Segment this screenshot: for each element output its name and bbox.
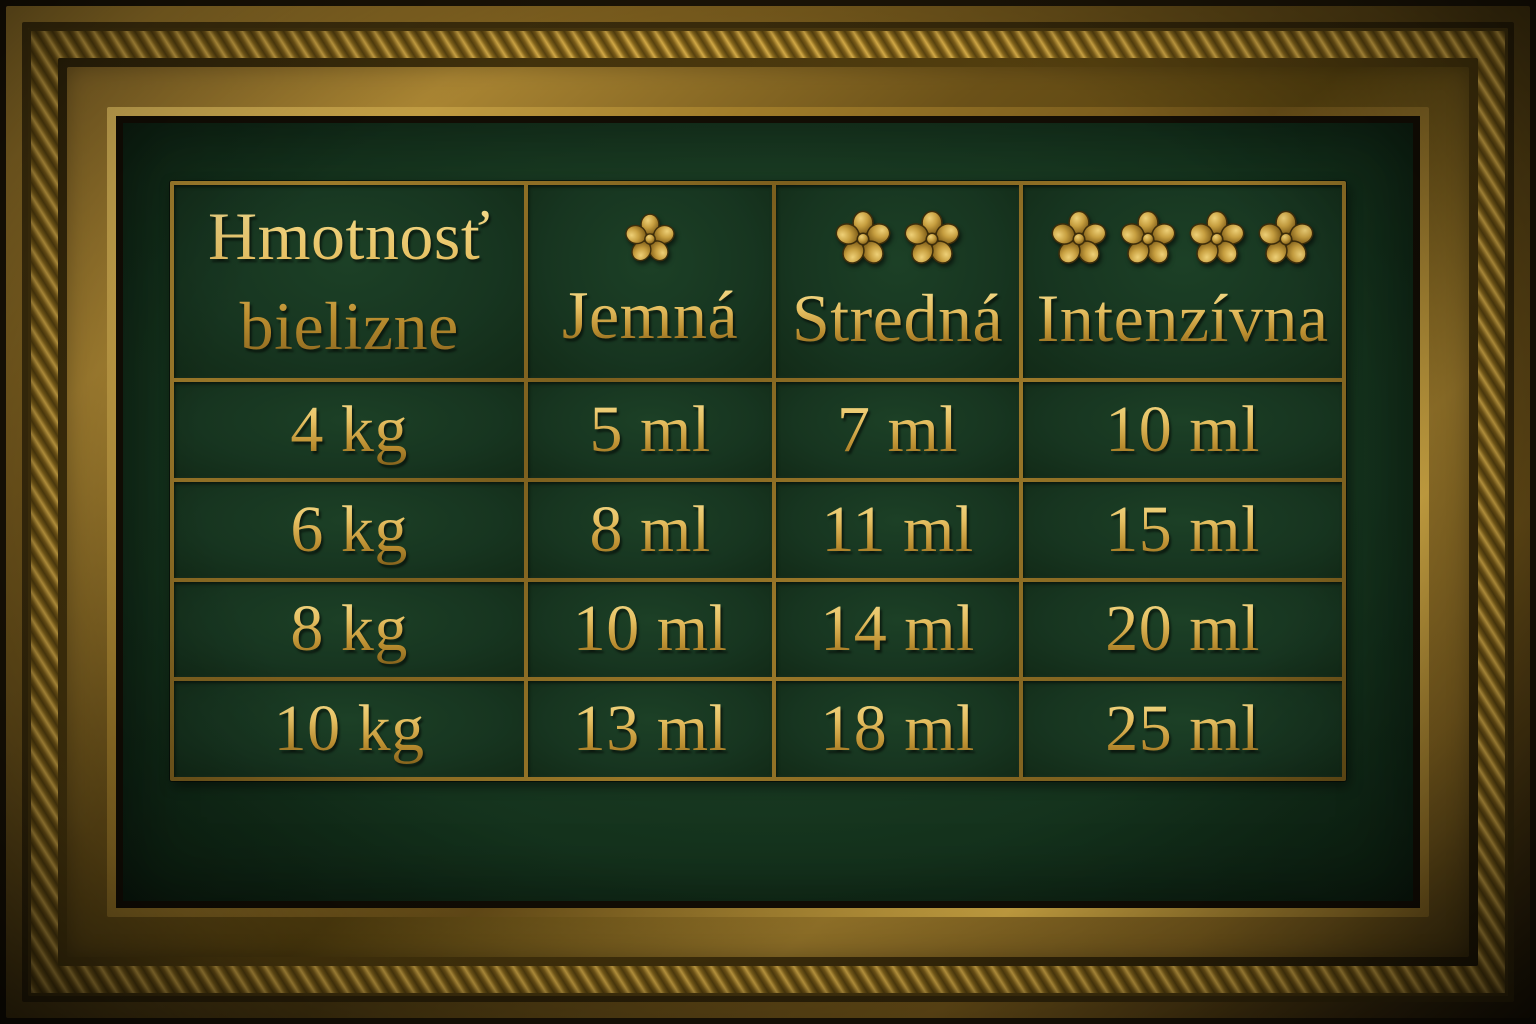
table-cell: 4 kg xyxy=(174,382,525,478)
table-cell: 25 ml xyxy=(1023,681,1342,777)
flower-icon xyxy=(1256,210,1317,268)
frame-shadow-gap: Hmotnosť bielizne xyxy=(116,116,1420,908)
gentle-header-label: Jemná xyxy=(561,276,739,353)
dose-value: 15 ml xyxy=(1105,492,1260,566)
table-cell: 5 ml xyxy=(528,382,772,478)
frame-gold-bevel: Hmotnosť bielizne xyxy=(6,6,1530,1018)
frame-rope-band: Hmotnosť bielizne xyxy=(28,28,1508,996)
green-felt-panel: Hmotnosť bielizne xyxy=(123,123,1413,901)
dose-value: 7 ml xyxy=(836,393,959,467)
table-cell: 8 kg xyxy=(174,581,525,678)
table-cell: 13 ml xyxy=(528,681,772,777)
dose-value: 8 ml xyxy=(589,492,711,566)
intensive-header-label: Intenzívna xyxy=(1036,279,1329,356)
weight-value: 10 kg xyxy=(273,692,425,766)
dose-value: 5 ml xyxy=(589,393,711,467)
frame-inner-groove: Hmotnosť bielizne xyxy=(58,58,1478,966)
frame-groove: Hmotnosť bielizne xyxy=(22,22,1514,1002)
weight-header-label: Hmotnosť bielizne xyxy=(208,192,490,372)
gentle-intensity-icons xyxy=(623,212,678,266)
dose-value: 25 ml xyxy=(1105,692,1260,766)
table-cell: 14 ml xyxy=(775,581,1020,678)
dose-value: 10 ml xyxy=(572,592,728,666)
dose-value: 20 ml xyxy=(1105,592,1260,666)
dose-value: 13 ml xyxy=(572,692,728,766)
table-cell: 10 ml xyxy=(528,581,772,678)
medium-header-label: Stredná xyxy=(791,279,1004,356)
flower-icon xyxy=(623,213,678,265)
table-cell: 6 kg xyxy=(174,481,525,578)
table-cell: 10 kg xyxy=(174,681,525,777)
header-cell-weight: Hmotnosť bielizne xyxy=(174,185,525,379)
medium-intensity-icons xyxy=(833,209,963,269)
dose-value: 14 ml xyxy=(820,592,975,666)
flower-icon xyxy=(902,210,963,268)
dosing-table: Hmotnosť bielizne xyxy=(170,181,1346,781)
flower-icon xyxy=(1049,210,1110,268)
frame-inner-lip: Hmotnosť bielizne xyxy=(107,107,1429,917)
table-cell: 11 ml xyxy=(775,481,1020,578)
table-cell: 15 ml xyxy=(1023,481,1342,578)
table-cell: 20 ml xyxy=(1023,581,1342,678)
flower-icon xyxy=(1187,210,1248,268)
header-cell-intensive: Intenzívna xyxy=(1023,185,1342,379)
dose-value: 18 ml xyxy=(820,692,975,766)
flower-icon xyxy=(1118,210,1179,268)
frame-scoop-band: Hmotnosť bielizne xyxy=(67,67,1469,957)
flower-icon xyxy=(833,210,894,268)
header-cell-gentle: Jemná xyxy=(528,185,772,379)
weight-value: 8 kg xyxy=(290,592,408,666)
table-cell: 18 ml xyxy=(775,681,1020,777)
intensive-intensity-icons xyxy=(1049,209,1317,269)
table-cell: 7 ml xyxy=(775,382,1020,478)
table-cell: 10 ml xyxy=(1023,382,1342,478)
table-cell: 8 ml xyxy=(528,481,772,578)
dose-value: 11 ml xyxy=(821,492,974,566)
weight-value: 6 kg xyxy=(290,492,408,566)
dose-value: 10 ml xyxy=(1105,393,1260,467)
header-cell-medium: Stredná xyxy=(775,185,1020,379)
weight-value: 4 kg xyxy=(290,393,408,467)
